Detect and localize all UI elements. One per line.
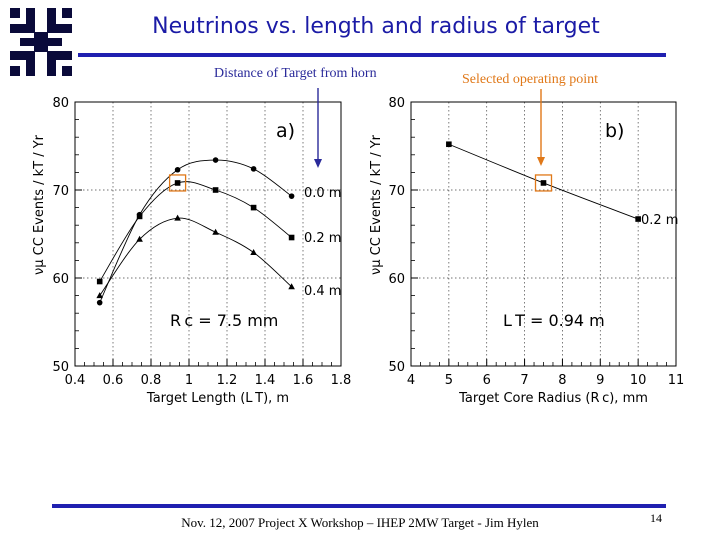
y-tick-label: 60 bbox=[388, 272, 405, 287]
data-point-square bbox=[96, 278, 103, 285]
x-tick-label: 10 bbox=[630, 373, 647, 388]
panel-label: a) bbox=[276, 120, 295, 142]
data-point-square bbox=[174, 180, 181, 186]
series-label: 0.0 m bbox=[304, 186, 341, 201]
data-point-square bbox=[250, 204, 257, 211]
slide-title: Neutrinos vs. length and radius of targe… bbox=[152, 14, 600, 39]
y-tick-label: 50 bbox=[388, 360, 405, 375]
x-tick-label: 6 bbox=[483, 373, 491, 388]
chart-panel-a: 0.4 0.6 0.8 1 1.2 1.4 1.6 1.8 50 60 70 80 Target Len… bbox=[32, 96, 351, 406]
fermilab-logo-icon bbox=[10, 8, 72, 76]
page-number: 14 bbox=[650, 511, 662, 525]
series-line bbox=[99, 159, 292, 303]
footer-rule bbox=[52, 504, 666, 508]
panel-annotation: L T = 0.94 m bbox=[503, 311, 605, 330]
distance-arrow-head bbox=[314, 159, 322, 168]
y-axis-label: νμ CC Events / kT / Yr bbox=[369, 134, 384, 275]
y-tick-label: 80 bbox=[52, 96, 69, 111]
series-label: 0.2 m bbox=[641, 213, 678, 228]
x-tick-label: 1.8 bbox=[331, 373, 352, 388]
x-tick-label: 0.4 bbox=[65, 373, 86, 388]
chart-panel-b: 4 5 6 7 8 9 10 11 50 60 70 80 Target Core Radius (R … bbox=[369, 96, 684, 406]
x-tick-label: 8 bbox=[558, 373, 566, 388]
x-tick-label: 4 bbox=[407, 373, 415, 388]
x-tick-label: 0.8 bbox=[141, 373, 162, 388]
data-point-square bbox=[136, 213, 143, 220]
series-label: 0.2 m bbox=[304, 231, 341, 246]
x-axis-label: Target Length (L T), m bbox=[146, 391, 289, 406]
annotation-distance-label: Distance of Target from horn bbox=[214, 66, 377, 81]
y-tick-label: 80 bbox=[388, 96, 405, 111]
series-label: 0.4 m bbox=[304, 284, 341, 299]
annotation-operating-point-label: Selected operating point bbox=[462, 72, 599, 87]
data-point-triangle bbox=[250, 248, 257, 255]
data-point-circle bbox=[212, 157, 219, 163]
operating-point-highlight bbox=[168, 174, 187, 192]
x-tick-label: 5 bbox=[445, 373, 453, 388]
data-point-triangle bbox=[212, 228, 219, 235]
data-point-square bbox=[540, 180, 547, 186]
y-tick-label: 50 bbox=[52, 360, 69, 375]
panel-annotation: R c = 7.5 mm bbox=[170, 311, 278, 330]
data-point-triangle bbox=[96, 292, 103, 299]
data-point-circle bbox=[96, 299, 103, 306]
data-point-triangle bbox=[136, 235, 143, 242]
series-line bbox=[99, 217, 292, 296]
operating-point-highlight bbox=[534, 174, 553, 192]
footer-text: Nov. 12, 2007 Project X Workshop – IHEP … bbox=[181, 515, 539, 530]
data-point-circle bbox=[250, 166, 257, 172]
panel-label: b) bbox=[605, 120, 624, 142]
x-tick-label: 7 bbox=[520, 373, 528, 388]
x-tick-label: 1.2 bbox=[217, 373, 238, 388]
data-point-triangle bbox=[174, 214, 181, 221]
series-line bbox=[99, 181, 292, 282]
x-axis-label: Target Core Radius (R c), mm bbox=[458, 391, 648, 406]
data-point-triangle bbox=[288, 283, 295, 290]
data-point-square bbox=[288, 234, 295, 241]
y-tick-label: 70 bbox=[388, 184, 405, 199]
x-tick-label: 1.6 bbox=[293, 373, 314, 388]
data-point-square bbox=[446, 141, 452, 148]
data-point-circle bbox=[288, 193, 295, 199]
y-tick-label: 70 bbox=[52, 184, 69, 199]
data-point-square bbox=[635, 216, 641, 222]
y-axis-label: νμ CC Events / kT / Yr bbox=[32, 134, 47, 275]
x-tick-label: 1 bbox=[185, 373, 193, 388]
data-point-square bbox=[212, 187, 219, 193]
y-tick-label: 60 bbox=[52, 272, 69, 287]
operating-point-arrow-head bbox=[537, 157, 545, 166]
x-tick-label: 1.4 bbox=[255, 373, 276, 388]
x-tick-label: 0.6 bbox=[103, 373, 124, 388]
x-tick-label: 11 bbox=[668, 373, 685, 388]
data-point-circle bbox=[174, 166, 181, 173]
title-underline bbox=[78, 53, 666, 57]
x-tick-label: 9 bbox=[596, 373, 604, 388]
